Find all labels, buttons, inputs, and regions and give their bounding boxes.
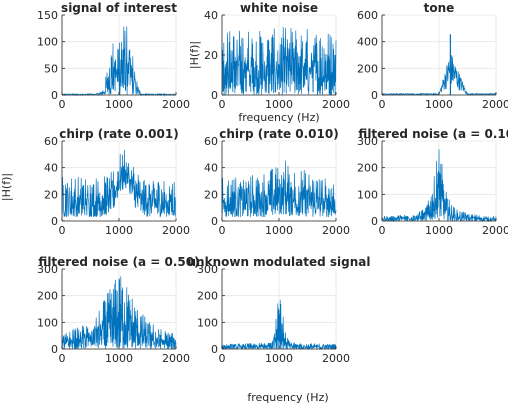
x-tick-label: 2000 [162, 224, 190, 237]
x-tick-label: 1000 [425, 224, 453, 237]
x-tick-label: 2000 [322, 352, 350, 365]
panel-title: chirp (rate 0.001) [59, 127, 178, 141]
y-tick-label: 100 [37, 316, 58, 329]
series-line [221, 299, 337, 351]
y-tick-label: 200 [357, 62, 378, 75]
x-tick-label: 1000 [105, 98, 133, 111]
y-tick-label: 40 [204, 9, 218, 22]
y-tick-label: 300 [37, 263, 58, 276]
y-tick-label: 20 [204, 188, 218, 201]
y-tick-label: 20 [204, 49, 218, 62]
figure-xlabel: frequency (Hz) [247, 391, 328, 404]
y-tick-label: 400 [357, 36, 378, 49]
y-tick-label: 0 [211, 343, 218, 356]
y-tick-label: 200 [37, 290, 58, 303]
series-line [221, 160, 337, 218]
panel-title: signal of interest [61, 1, 177, 15]
x-tick-label: 0 [219, 224, 226, 237]
panel-title: filtered noise (a = 0.50) [38, 255, 199, 269]
x-tick-label: 2000 [162, 98, 190, 111]
y-tick-label: 0 [371, 89, 378, 102]
x-tick-label: 1000 [105, 352, 133, 365]
x-tick-label: 0 [59, 352, 66, 365]
y-tick-label: 200 [197, 290, 218, 303]
y-tick-label: 20 [44, 188, 58, 201]
y-tick-label: 100 [37, 36, 58, 49]
y-tick-label: 600 [357, 9, 378, 22]
x-tick-label: 1000 [265, 98, 293, 111]
x-tick-label: 1000 [105, 224, 133, 237]
panel-title: filtered noise (a = 0.10) [358, 127, 508, 141]
x-tick-label: 0 [59, 98, 66, 111]
x-tick-label: 2000 [482, 98, 508, 111]
y-tick-label: 200 [357, 162, 378, 175]
x-tick-label: 0 [379, 224, 386, 237]
y-tick-label: 100 [357, 188, 378, 201]
series-line [221, 27, 337, 96]
panel-title: unknown modulated signal [188, 255, 371, 269]
series-line [61, 149, 177, 218]
panel-title: tone [424, 1, 455, 15]
series-line [61, 276, 177, 350]
y-tick-label: 40 [204, 162, 218, 175]
y-tick-label: 0 [211, 89, 218, 102]
panel-2: 0 1000 2000 0 20 40 white noise frequency (Hz) |… [188, 1, 350, 124]
x-tick-label: 1000 [265, 352, 293, 365]
x-tick-label: 0 [219, 98, 226, 111]
y-tick-label: 0 [51, 343, 58, 356]
x-tick-label: 2000 [162, 352, 190, 365]
y-tick-label: 40 [44, 162, 58, 175]
y-tick-label: 150 [37, 9, 58, 22]
panel-title: chirp (rate 0.010) [219, 127, 338, 141]
x-tick-label: 0 [219, 352, 226, 365]
figure-ylabel: |H(f)| [0, 173, 13, 201]
x-tick-label: 2000 [322, 224, 350, 237]
y-tick-label: 0 [371, 215, 378, 228]
panel-xlabel: frequency (Hz) [238, 111, 319, 124]
y-tick-label: 0 [51, 215, 58, 228]
y-tick-label: 300 [357, 135, 378, 148]
x-tick-label: 2000 [482, 224, 508, 237]
x-tick-label: 0 [379, 98, 386, 111]
y-tick-label: 60 [44, 135, 58, 148]
x-tick-label: 2000 [322, 98, 350, 111]
y-tick-label: 0 [211, 215, 218, 228]
x-tick-label: 0 [59, 224, 66, 237]
panel-ylabel: |H(f)| [188, 41, 201, 69]
y-tick-label: 50 [44, 62, 58, 75]
x-tick-label: 1000 [265, 224, 293, 237]
y-tick-label: 0 [51, 89, 58, 102]
y-tick-label: 100 [197, 316, 218, 329]
panel-3: 0 1000 2000 0 200 400 600 tone [357, 1, 508, 111]
series-line [381, 149, 497, 223]
y-tick-label: 300 [197, 263, 218, 276]
x-tick-label: 1000 [425, 98, 453, 111]
panel-title: white noise [240, 1, 318, 15]
y-tick-label: 60 [204, 135, 218, 148]
